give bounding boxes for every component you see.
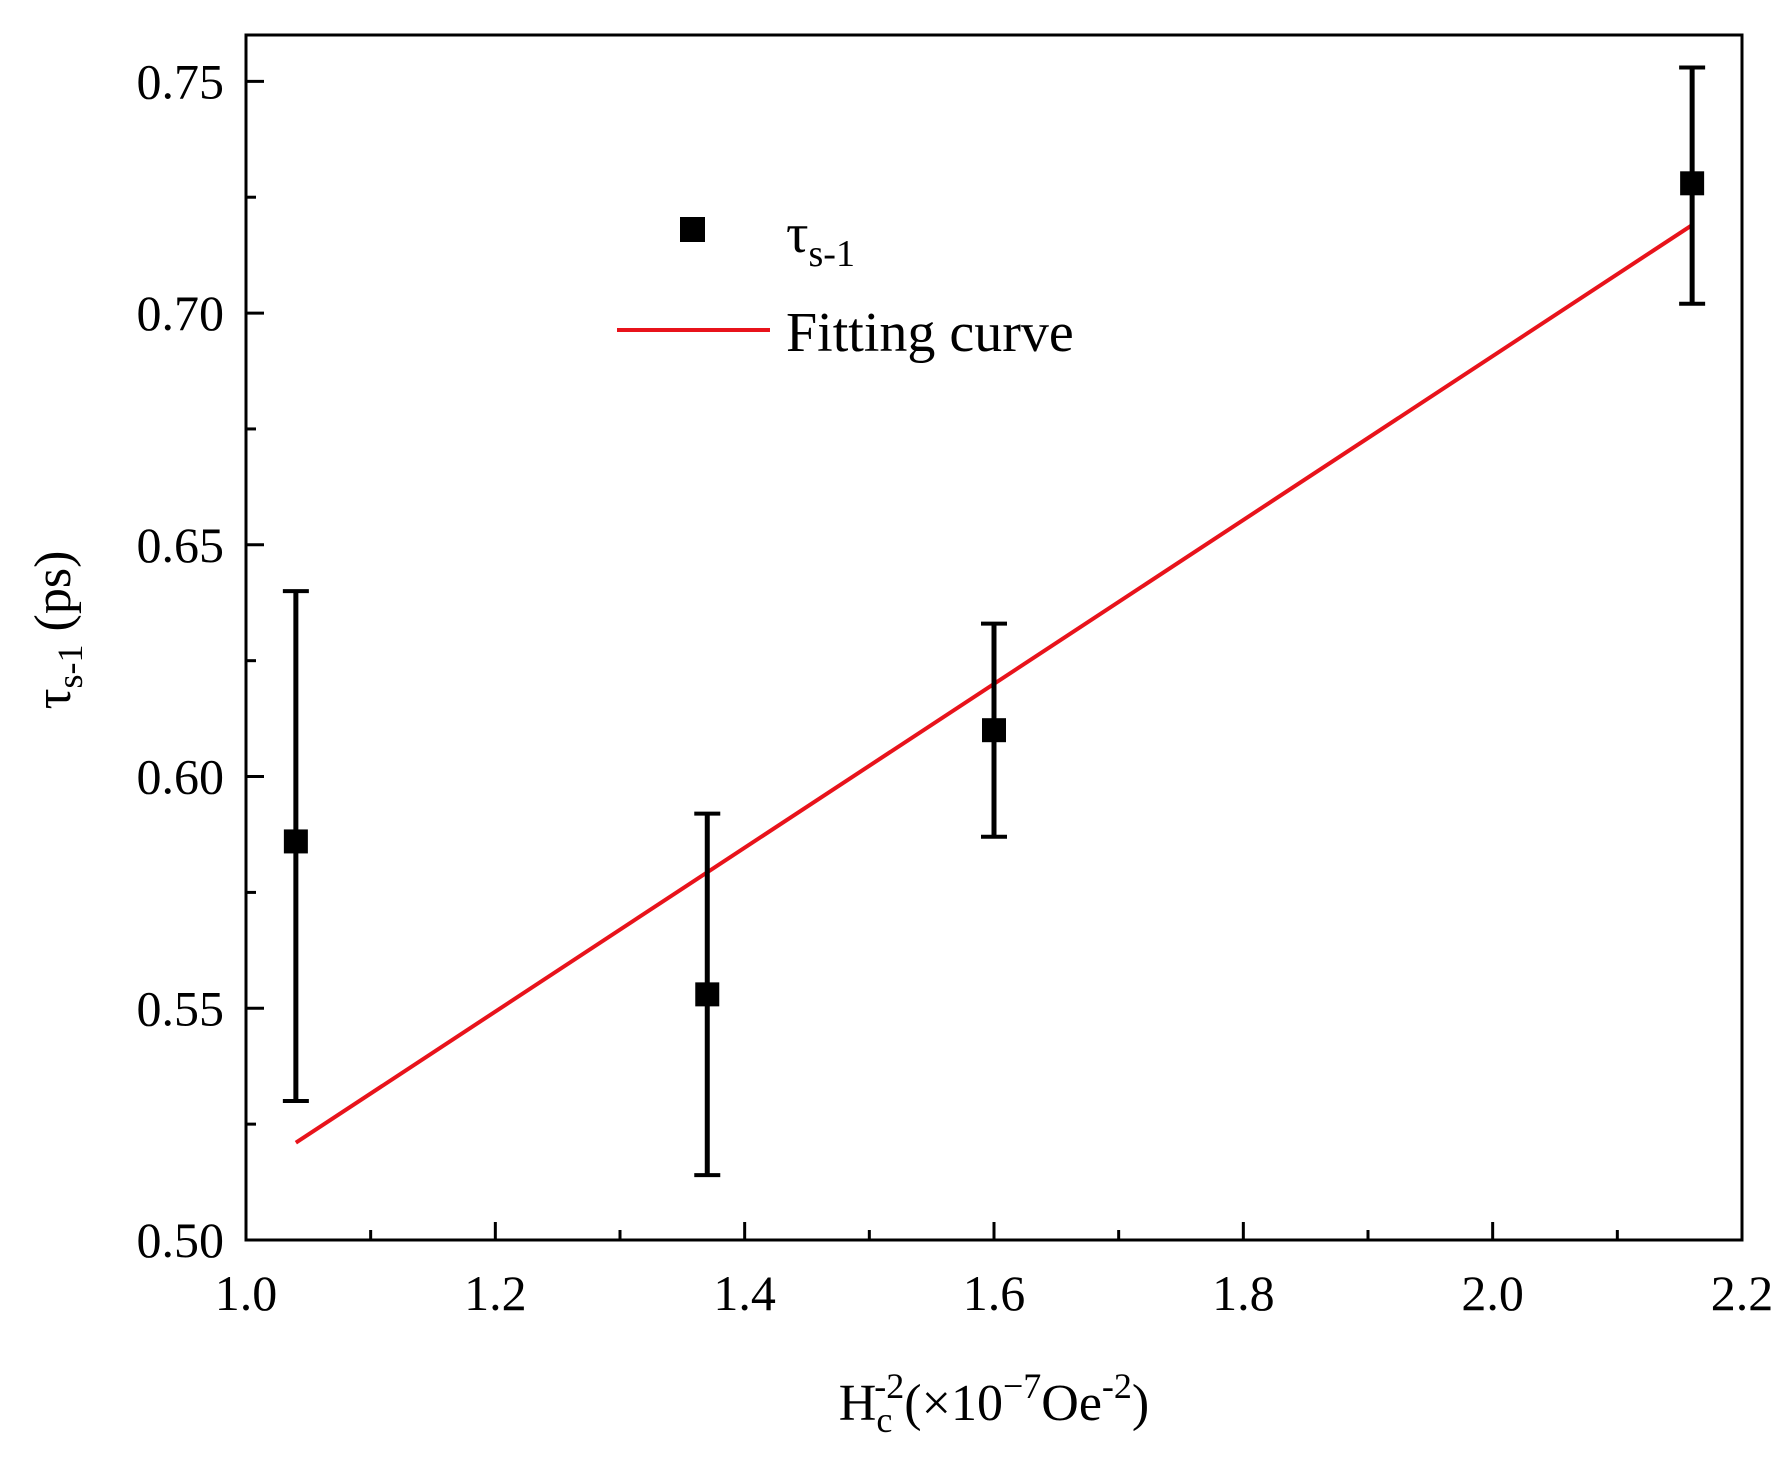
legend-scatter-sub: s-1 <box>809 233 855 275</box>
y-title-base: τ <box>25 688 82 709</box>
y-tick-label: 0.65 <box>137 517 225 573</box>
y-title-sub: s-1 <box>50 644 90 688</box>
x-title-exp: −7 <box>1003 1366 1041 1406</box>
data-point-group <box>981 621 1007 839</box>
x-title-sup: -2 <box>874 1366 904 1406</box>
data-point-group <box>694 811 721 1178</box>
x-tick-label: 2.0 <box>1461 1265 1524 1321</box>
data-point-group <box>1679 65 1706 306</box>
y-axis-title: τs-1 (ps) <box>25 551 90 710</box>
x-axis-title: Hc-2(×10−7Oe-2) <box>839 1366 1149 1440</box>
data-point <box>1680 171 1705 196</box>
x-title-close: ) <box>1132 1375 1149 1432</box>
data-point <box>982 718 1006 743</box>
x-tick-label: 1.4 <box>713 1265 776 1321</box>
y-tick-label: 0.75 <box>137 53 225 109</box>
series-layer <box>282 65 1706 1178</box>
legend-scatter-base: τ <box>786 203 809 265</box>
data-point <box>695 982 720 1007</box>
y-title-unit: (ps) <box>25 551 82 645</box>
data-point-group <box>282 589 309 1103</box>
y-tick-label: 0.60 <box>137 749 225 805</box>
y-tick-label: 0.55 <box>137 980 225 1036</box>
x-title-paren: (×10 <box>904 1375 1003 1432</box>
x-title-unit-sup: -2 <box>1102 1366 1132 1406</box>
x-title-base: H <box>839 1375 877 1432</box>
legend-marker-scatter <box>680 217 705 242</box>
legend-label-fit: Fitting curve <box>786 302 1074 364</box>
x-tick-label: 1.6 <box>963 1265 1026 1321</box>
x-tick-label: 1.0 <box>215 1265 278 1321</box>
ticks-layer: 1.0 1.2 1.4 1.6 1.8 2.0 2.2 0.50 0.55 0.60 0.65 0.7… <box>137 53 1774 1321</box>
plot-frame <box>244 33 1744 1242</box>
data-point <box>283 829 308 854</box>
x-title-unit: Oe <box>1041 1375 1102 1432</box>
x-tick-label: 1.8 <box>1212 1265 1275 1321</box>
x-tick-label: 2.2 <box>1711 1265 1774 1321</box>
legend-label-scatter: τs-1 <box>786 203 855 275</box>
x-title-sub: c <box>876 1400 892 1440</box>
legend: τs-1 Fitting curve <box>617 203 1074 364</box>
y-tick-label: 0.50 <box>137 1212 225 1268</box>
x-tick-label: 1.2 <box>464 1265 527 1321</box>
y-tick-label: 0.70 <box>137 285 225 341</box>
